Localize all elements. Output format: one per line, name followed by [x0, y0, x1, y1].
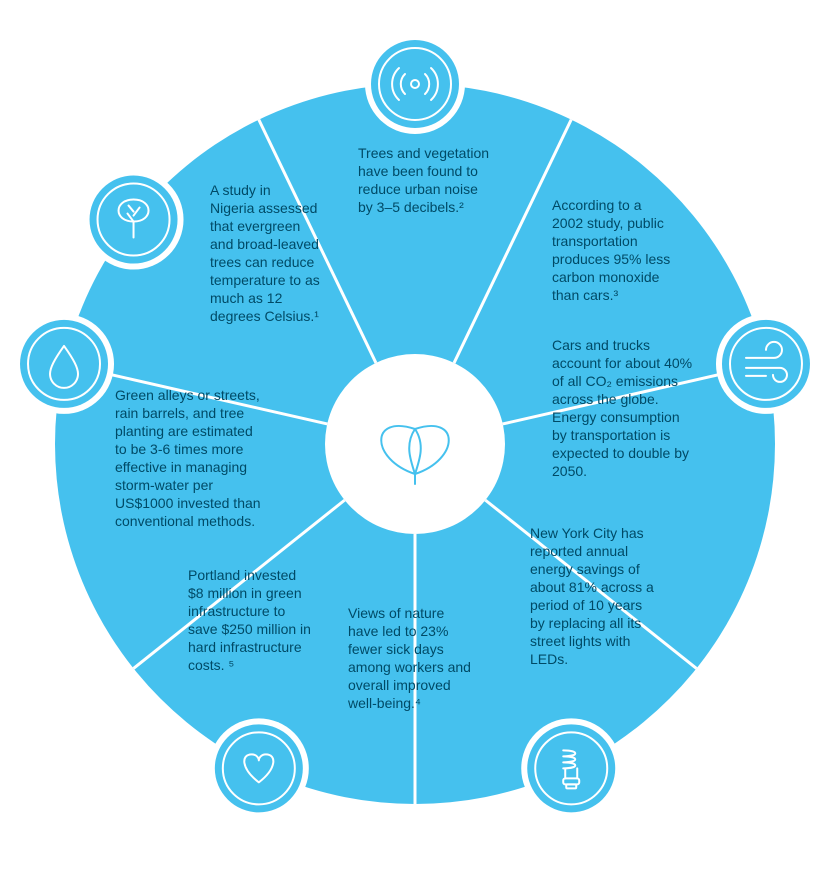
text-line: energy savings of [530, 561, 640, 577]
text-line: Green alleys or streets, [115, 387, 260, 403]
text-line: by replacing all its [530, 615, 641, 631]
text-line: carbon monoxide [552, 269, 660, 285]
text-line: According to a [552, 197, 642, 213]
text-line: Energy consumption [552, 409, 680, 425]
text-line: 2002 study, public [552, 215, 664, 231]
text-line: reported annual [530, 543, 628, 559]
text-line: Trees and vegetation [358, 145, 489, 161]
text-line: 2050. [552, 463, 587, 479]
tree-icon-disc [90, 176, 178, 264]
text-line: Nigeria assessed [210, 200, 317, 216]
text-line: account for about 40% [552, 355, 692, 371]
text-line: US$1000 invested than [115, 495, 261, 511]
text-line: effective in managing [115, 459, 247, 475]
drop-icon-disc [20, 320, 108, 408]
wind-icon-disc [722, 320, 810, 408]
text-line: have led to 23% [348, 623, 448, 639]
text-line: Views of nature [348, 605, 444, 621]
heart-icon-disc [215, 724, 303, 812]
text-line: LEDs. [530, 651, 568, 667]
text-line: street lights with [530, 633, 630, 649]
text-line: infrastructure to [188, 603, 285, 619]
text-line: planting are estimated [115, 423, 253, 439]
text-line: reduce urban noise [358, 181, 478, 197]
text-line: and broad-leaved [210, 236, 319, 252]
text-line: hard infrastructure [188, 639, 302, 655]
text-line: expected to double by [552, 445, 689, 461]
text-line: much as 12 [210, 290, 283, 306]
text-line: storm-water per [115, 477, 213, 493]
text-line: rain barrels, and tree [115, 405, 244, 421]
text-line: well-being.⁴ [347, 695, 421, 711]
text-line: that evergreen [210, 218, 300, 234]
text-line: Portland invested [188, 567, 296, 583]
text-line: fewer sick days [348, 641, 444, 657]
infographic-stage: Trees and vegetation have been found to re… [0, 0, 830, 888]
sound-icon-disc [371, 40, 459, 128]
text-line: overall improved [348, 677, 451, 693]
text-line: costs. ⁵ [188, 657, 234, 673]
text-line: degrees Celsius.¹ [210, 308, 319, 324]
text-line: across the globe. [552, 391, 659, 407]
text-line: conventional methods. [115, 513, 255, 529]
text-line: among workers and [348, 659, 471, 675]
center-disc [325, 354, 505, 534]
text-line: transportation [552, 233, 638, 249]
text-line: to be 3-6 times more [115, 441, 244, 457]
text-line: A study in [210, 182, 271, 198]
text-line: about 81% across a [530, 579, 654, 595]
text-line: save $250 million in [188, 621, 311, 637]
text-line: $8 million in green [188, 585, 302, 601]
text-line: by 3–5 decibels.² [358, 199, 464, 215]
text-line: period of 10 years [530, 597, 642, 613]
text-line: New York City has [530, 525, 644, 541]
text-line: temperature to as [210, 272, 320, 288]
text-line: than cars.³ [552, 287, 618, 303]
text-line: have been found to [358, 163, 478, 179]
text-line: trees can reduce [210, 254, 314, 270]
text-line: Cars and trucks [552, 337, 650, 353]
infographic-svg: Trees and vegetation have been found to re… [0, 0, 830, 888]
text-line: produces 95% less [552, 251, 670, 267]
text-line: by transportation is [552, 427, 670, 443]
text-line: of all CO₂ emissions [552, 373, 678, 389]
